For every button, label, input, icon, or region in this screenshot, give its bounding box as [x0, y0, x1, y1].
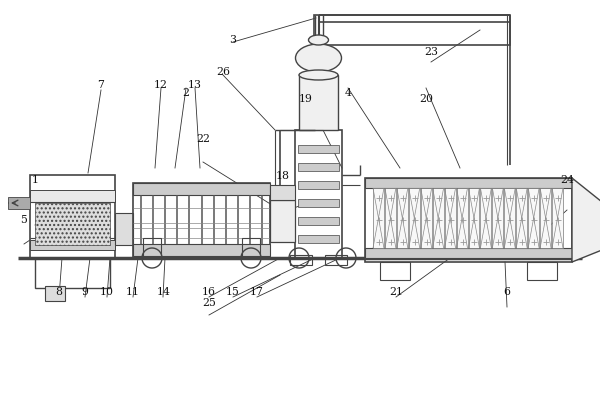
Text: 5: 5 — [20, 215, 28, 225]
Bar — [298, 217, 339, 225]
Bar — [457, 188, 467, 248]
Bar — [314, 40, 323, 60]
Bar — [298, 181, 339, 189]
Bar — [397, 188, 408, 248]
Text: 17: 17 — [250, 287, 264, 297]
Text: 12: 12 — [154, 80, 168, 90]
Bar — [527, 262, 557, 280]
Text: 10: 10 — [100, 287, 114, 297]
Bar — [295, 130, 342, 258]
Bar — [365, 178, 572, 262]
Bar — [133, 183, 270, 195]
Text: 8: 8 — [55, 287, 62, 297]
Text: 20: 20 — [419, 94, 433, 104]
Text: 13: 13 — [188, 80, 202, 90]
Ellipse shape — [308, 35, 329, 45]
Bar — [445, 188, 455, 248]
Text: 15: 15 — [226, 287, 240, 297]
Text: 26: 26 — [216, 67, 230, 77]
Bar — [540, 188, 551, 248]
Text: 6: 6 — [503, 287, 511, 297]
Bar — [433, 188, 443, 248]
Ellipse shape — [299, 70, 338, 80]
Bar — [481, 188, 491, 248]
Text: 9: 9 — [82, 287, 89, 297]
Bar — [380, 262, 410, 280]
Bar — [298, 199, 339, 207]
Bar — [314, 15, 510, 45]
Bar — [365, 248, 572, 258]
Text: 19: 19 — [299, 94, 313, 104]
Bar — [35, 203, 110, 245]
Bar — [242, 238, 260, 258]
Bar — [373, 188, 384, 248]
Bar — [45, 286, 65, 301]
Bar — [270, 200, 295, 242]
Text: 11: 11 — [126, 287, 140, 297]
Text: 23: 23 — [424, 47, 438, 57]
Bar — [385, 188, 396, 248]
Bar — [552, 188, 563, 248]
Ellipse shape — [296, 44, 341, 72]
Bar — [30, 175, 115, 258]
Bar — [365, 178, 572, 188]
Polygon shape — [572, 178, 600, 262]
Bar — [35, 258, 110, 288]
Bar — [493, 188, 503, 248]
Bar — [290, 255, 312, 265]
Bar — [298, 145, 339, 153]
Text: 4: 4 — [344, 88, 352, 98]
Text: 21: 21 — [389, 287, 403, 297]
Bar — [30, 240, 115, 250]
Text: 7: 7 — [97, 80, 104, 90]
Bar — [516, 188, 527, 248]
Bar — [270, 185, 295, 200]
Bar — [30, 190, 115, 202]
Bar — [469, 188, 479, 248]
Text: 22: 22 — [196, 135, 210, 144]
Bar — [133, 244, 270, 256]
Bar — [8, 197, 30, 209]
Text: 1: 1 — [31, 175, 38, 185]
Bar — [325, 255, 347, 265]
Text: 24: 24 — [560, 175, 574, 185]
Text: 25: 25 — [202, 298, 216, 308]
Bar — [298, 235, 339, 243]
Text: 14: 14 — [156, 287, 170, 297]
Bar — [143, 238, 161, 258]
Bar — [115, 213, 133, 245]
Bar — [505, 188, 515, 248]
Bar — [298, 163, 339, 171]
Text: 3: 3 — [229, 36, 236, 45]
Text: 18: 18 — [276, 171, 290, 181]
Bar — [528, 188, 539, 248]
Bar — [409, 188, 420, 248]
Text: 2: 2 — [182, 88, 190, 98]
Bar — [133, 183, 270, 258]
Bar — [421, 188, 431, 248]
Text: 16: 16 — [202, 287, 216, 297]
Bar — [299, 75, 338, 130]
